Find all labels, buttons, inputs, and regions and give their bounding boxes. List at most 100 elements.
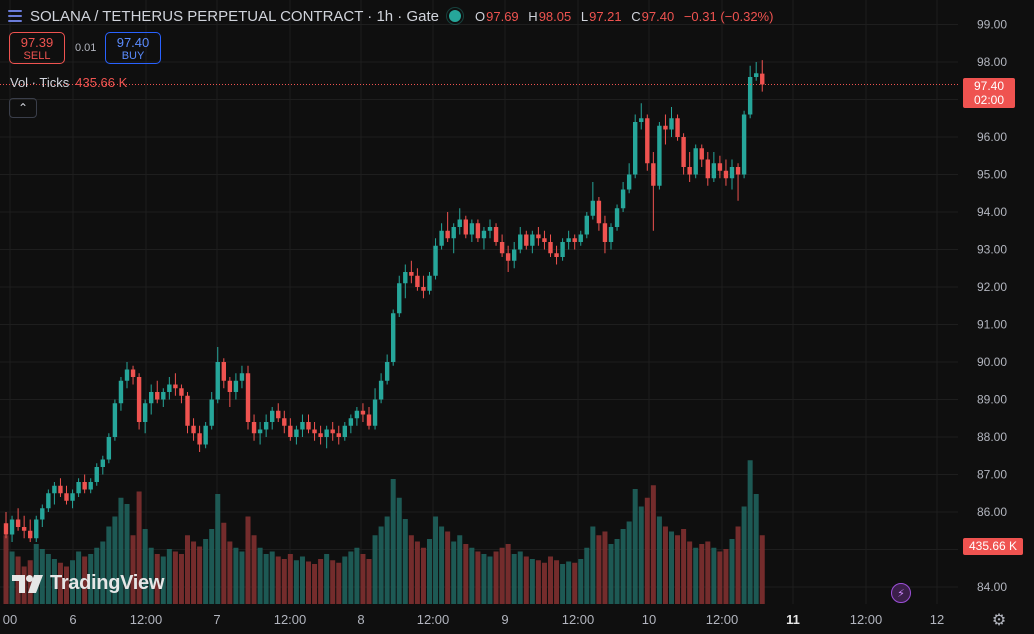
candle-body: [439, 230, 444, 246]
volume-bar: [275, 556, 281, 604]
ohlc-values: O97.69 H98.05 L97.21 C97.40 −0.31 (−0.32…: [475, 9, 779, 24]
ohlc-open: 97.69: [486, 8, 519, 24]
candle-body: [548, 242, 553, 254]
volume-bar: [336, 562, 342, 604]
ohlc-label-c: C: [631, 8, 641, 24]
volume-bar: [82, 556, 88, 604]
volume-bar: [215, 494, 221, 604]
candle-body: [415, 275, 420, 287]
candle-body: [421, 287, 426, 291]
x-tick-label: 11: [786, 612, 800, 627]
candle-body: [512, 249, 517, 261]
candle-body: [185, 395, 190, 426]
menu-icon[interactable]: [8, 10, 22, 22]
volume-bar: [535, 560, 541, 604]
volume-bar: [354, 547, 360, 604]
candle-body: [524, 234, 529, 246]
volume-bar: [390, 479, 396, 604]
volume-bar: [94, 547, 100, 604]
candle-body: [136, 377, 142, 422]
candle-body: [330, 429, 335, 434]
candle-body: [263, 422, 269, 430]
candle-body: [711, 163, 717, 179]
candle-body: [409, 272, 414, 276]
candle-body: [693, 148, 698, 175]
volume-bar: [263, 554, 269, 604]
chart-header: SOLANA / TETHERUS PERPETUAL CONTRACT · 1…: [8, 6, 779, 26]
chevron-up-icon: ⌃: [17, 101, 29, 115]
candle-body: [179, 388, 184, 396]
lightning-icon[interactable]: ⚡: [891, 583, 911, 603]
volume-bar: [306, 561, 311, 604]
candle-body: [227, 380, 233, 392]
volume-bar: [372, 535, 378, 604]
volume-legend: Vol · Ticks 435.66 K: [10, 75, 127, 90]
volume-bar: [76, 551, 82, 604]
candle-body: [360, 410, 366, 415]
volume-legend-name: Vol · Ticks: [10, 75, 70, 90]
collapse-legend-button[interactable]: ⌃: [9, 98, 37, 118]
volume-bar: [427, 539, 432, 604]
volume-bar: [154, 554, 160, 604]
volume-bar: [118, 497, 124, 604]
candle-body: [445, 230, 450, 239]
candle-body: [191, 425, 196, 434]
candle-body: [542, 238, 547, 242]
candle-body: [239, 373, 245, 381]
candle-body: [173, 384, 178, 389]
volume-bar: [209, 529, 215, 604]
candle-body: [596, 200, 602, 224]
volume-bar: [312, 564, 318, 604]
y-tick-label: 88.00: [977, 430, 1007, 444]
x-tick-label: 6: [69, 612, 76, 627]
volume-bar: [463, 544, 469, 604]
volume-bar: [541, 562, 547, 604]
candle-body: [3, 523, 9, 535]
candle-body: [9, 519, 15, 535]
candle-body: [391, 313, 396, 362]
buy-button[interactable]: 97.40 BUY: [105, 32, 161, 64]
candle-body: [633, 122, 638, 175]
ohlc-label-o: O: [475, 8, 486, 24]
volume-bar: [644, 497, 650, 604]
volume-bar: [251, 535, 257, 604]
candle-body: [717, 163, 723, 171]
volume-bar: [578, 559, 584, 604]
sell-button[interactable]: 97.39 SELL: [9, 32, 65, 64]
candle-body: [530, 234, 535, 246]
candle-body: [288, 425, 293, 437]
volume-bar: [602, 531, 608, 604]
candle-body: [578, 234, 583, 242]
volume-bar: [632, 489, 638, 604]
x-axis-labels: 00 6 12:00 7 12:00 8 12:00 9 12:00 10 12:00 11 12:00…: [3, 612, 944, 627]
candle-body: [687, 167, 692, 175]
candle-body: [741, 114, 747, 175]
candle-body: [324, 429, 329, 437]
volume-bar: [136, 491, 142, 604]
ohlc-label-l: L: [580, 8, 589, 24]
volume-bar: [414, 541, 420, 604]
candle-body: [203, 425, 208, 445]
volume-bar: [445, 531, 451, 604]
volume-bar: [269, 551, 275, 604]
candle-body: [457, 219, 462, 227]
volume-bar: [396, 497, 402, 604]
buy-label: BUY: [121, 50, 145, 62]
candle-body: [487, 227, 493, 231]
x-tick-label: 7: [213, 612, 220, 627]
candle-body: [52, 485, 57, 494]
candle-body: [469, 223, 475, 235]
volume-bar: [178, 554, 184, 604]
candle-body: [124, 369, 130, 381]
volume-bar: [203, 539, 209, 604]
volume-bar: [759, 535, 765, 604]
volume-bar: [57, 562, 63, 604]
candle-body: [590, 200, 596, 216]
symbol-title[interactable]: SOLANA / TETHERUS PERPETUAL CONTRACT · 1…: [30, 7, 439, 25]
volume-bar: [27, 560, 33, 604]
gear-icon[interactable]: ⚙: [991, 612, 1007, 629]
candle-body: [372, 399, 378, 426]
candle-body: [64, 493, 69, 501]
tradingview-logo: TradingView: [12, 572, 164, 595]
